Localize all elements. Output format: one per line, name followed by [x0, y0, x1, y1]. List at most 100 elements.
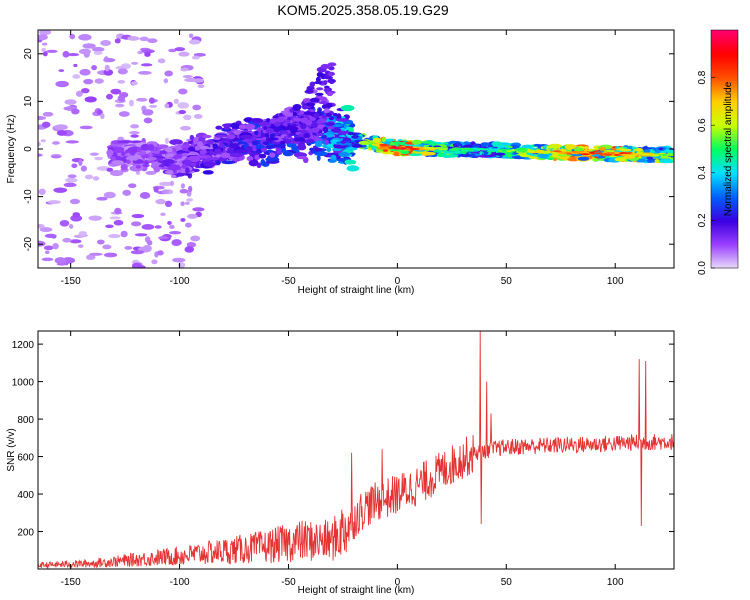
spectral-blob	[275, 146, 282, 154]
colorbar-swatch	[711, 70, 738, 73]
spectral-blob	[143, 117, 153, 124]
spectral-blob	[69, 239, 82, 244]
colorbar-swatch	[711, 44, 738, 47]
spectral-blob	[89, 252, 103, 256]
spectral-blob	[185, 222, 192, 228]
spectral-blob	[124, 246, 133, 250]
spectral-blob	[266, 149, 273, 153]
spectral-blob	[321, 114, 327, 119]
figure-title: KOM5.2025.358.05.19.G29	[277, 2, 448, 18]
spectral-blob	[181, 159, 193, 166]
colorbar-swatch	[711, 106, 738, 109]
spectral-core	[410, 147, 420, 150]
spectral-blob	[122, 189, 132, 196]
colorbar-swatch	[711, 54, 738, 57]
spectral-blob	[55, 80, 69, 88]
colorbar-frame	[710, 29, 739, 269]
colorbar-swatch	[711, 144, 738, 147]
spectral-blob	[346, 165, 360, 172]
spectral-blob	[202, 170, 214, 175]
spectral-core	[608, 152, 615, 155]
x-tick-label: -50	[281, 577, 296, 588]
snr-series-line	[38, 331, 674, 569]
spectral-blob	[173, 98, 179, 105]
spectral-blob	[248, 159, 259, 167]
spectral-blob	[69, 198, 81, 205]
spectral-blob	[138, 71, 152, 75]
spectral-blob	[56, 130, 67, 136]
x-tick-label: 0	[395, 276, 401, 287]
spectral-blob	[315, 92, 324, 97]
colorbar-swatch	[711, 244, 738, 247]
colorbar-swatch	[711, 104, 738, 107]
colorbar-swatch	[711, 116, 738, 119]
colorbar-swatch	[711, 228, 738, 231]
spectral-blob	[323, 80, 328, 85]
spectral-blob	[313, 112, 320, 119]
spectral-blob	[164, 137, 169, 145]
spectral-blob	[164, 103, 170, 109]
colorbar-swatch	[711, 38, 738, 41]
spectral-blob	[542, 145, 548, 150]
spectral-blob	[332, 112, 338, 117]
colorbar-swatch	[711, 40, 738, 43]
spectral-blob	[78, 231, 88, 236]
spectral-blob	[38, 153, 43, 157]
spectral-blob	[321, 104, 327, 109]
spectral-blob	[206, 139, 214, 145]
spectral-blob	[243, 118, 254, 122]
spectral-blob	[117, 140, 131, 144]
colorbar-swatch	[711, 262, 738, 265]
spectral-blob	[291, 144, 299, 152]
colorbar-swatch	[711, 50, 738, 53]
spectral-blob	[315, 76, 321, 83]
spectral-blob	[172, 257, 186, 263]
spectral-core	[581, 151, 590, 154]
colorbar-tick-label: 0.0	[697, 261, 708, 275]
spectral-core	[603, 152, 608, 155]
spectral-core	[385, 145, 392, 148]
colorbar-swatch	[711, 34, 738, 37]
spectral-blob	[358, 140, 371, 145]
spectral-blob	[177, 102, 190, 109]
colorbar-swatch	[711, 58, 738, 61]
spectral-blob	[83, 78, 94, 85]
spectral-blob	[43, 245, 54, 251]
colorbar-swatch	[711, 206, 738, 209]
spectral-blob	[147, 38, 158, 43]
colorbar-swatch	[711, 254, 738, 257]
spectral-blob	[214, 134, 228, 138]
spectral-blob	[309, 81, 316, 87]
colorbar-swatch	[711, 224, 738, 227]
spectral-blob	[106, 149, 114, 157]
colorbar-swatch	[711, 146, 738, 149]
spectral-blob	[397, 149, 405, 153]
spectral-core	[535, 149, 543, 152]
y-tick-label: 20	[23, 48, 34, 60]
spectral-blob	[139, 36, 150, 42]
spectral-blob	[136, 97, 148, 102]
spectral-blob	[139, 191, 151, 199]
spectral-blob	[91, 64, 97, 71]
spectral-blob	[316, 155, 321, 161]
spectral-blob	[326, 92, 334, 97]
spectral-blob	[111, 160, 125, 166]
spectral-blob	[184, 201, 190, 205]
spectral-blob	[221, 160, 236, 165]
spectral-blob	[314, 140, 323, 148]
colorbar-swatch	[711, 78, 738, 81]
spectral-blob	[350, 135, 361, 139]
colorbar-swatch	[711, 88, 738, 91]
spectral-blob	[326, 131, 335, 135]
spectral-blob	[78, 159, 83, 166]
spectral-blob	[118, 111, 130, 117]
spectral-blob	[140, 154, 150, 159]
snr-plot-area	[38, 331, 674, 569]
spectral-blob	[78, 34, 92, 41]
spectral-blob	[146, 240, 153, 246]
spectral-core	[525, 150, 535, 153]
spectral-blob	[327, 71, 336, 77]
spectral-blob	[159, 181, 173, 186]
y-tick-label: -10	[23, 189, 34, 204]
